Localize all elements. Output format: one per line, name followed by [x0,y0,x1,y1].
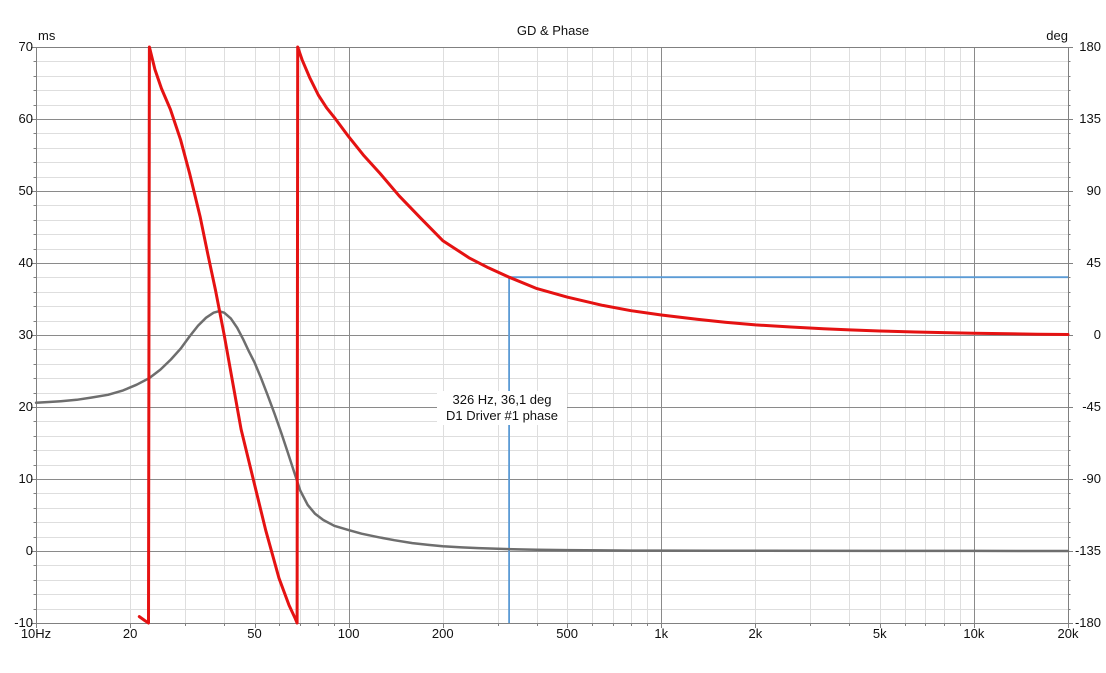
right-axis-tick-label: 0 [1093,327,1101,342]
left-axis-tick-label: 60 [18,111,33,126]
x-axis-tick-label: 20k [1057,626,1079,641]
x-axis-tick-label: 10k [963,626,985,641]
x-axis-tick-label: 10Hz [20,626,52,641]
chart-title: GD & Phase [516,23,590,38]
right-axis-tick-label: 45 [1086,255,1101,270]
left-axis-tick-label: 40 [18,255,33,270]
right-axis-tick-label: 135 [1079,111,1101,126]
left-axis-tick-label: 20 [18,399,33,414]
right-axis-tick-label: 180 [1079,39,1101,54]
left-axis-tick-label: 10 [18,471,33,486]
left-axis-tick-label: 50 [18,183,33,198]
right-axis-tick-label: -135 [1074,543,1101,558]
x-axis-tick-label: 500 [556,626,578,641]
right-axis-tick-label: -180 [1074,615,1101,630]
right-axis-tick-label: -90 [1082,471,1101,486]
right-axis-tick-label: 90 [1086,183,1101,198]
x-axis-tick-label: 1k [654,626,669,641]
cursor-annotation-series: D1 Driver #1 phase [446,408,558,423]
x-axis-tick-label: 200 [431,626,454,641]
left-axis-tick-label: 70 [18,39,33,54]
right-axis-unit: deg [1046,28,1068,43]
left-axis-tick-label: 30 [18,327,33,342]
phase-curve [137,45,1070,625]
axis-tick-marks [31,47,1073,628]
x-axis-tick-label: 50 [247,626,262,641]
left-axis-tick-label: -10 [14,615,33,630]
cursor-annotation: 326 Hz, 36,1 deg D1 Driver #1 phase [437,391,567,425]
x-axis-tick-label: 100 [337,626,360,641]
cursor-marker-lines[interactable] [508,276,1068,623]
x-axis-tick-label: 5k [872,626,887,641]
left-axis-tick-label: 0 [25,543,33,558]
group-delay-curve [34,309,1070,553]
right-axis-tick-label: -45 [1082,399,1101,414]
cursor-annotation-value: 326 Hz, 36,1 deg [452,392,552,407]
x-axis-tick-label: 20 [122,626,138,641]
x-axis-tick-label: 2k [748,626,763,641]
left-axis-unit: ms [38,28,56,43]
